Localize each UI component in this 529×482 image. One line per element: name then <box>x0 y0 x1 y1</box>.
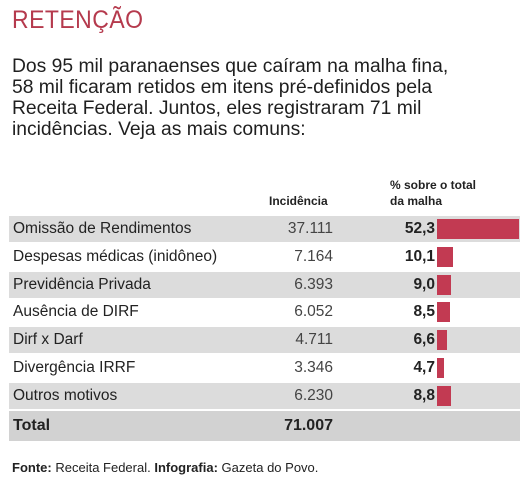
intro-text: Dos 95 mil paranaenses que caíram na mal… <box>12 56 524 140</box>
bar-cell <box>437 219 519 239</box>
category-label: Outros motivos <box>13 386 118 404</box>
total-row: Total 71.007 <box>9 410 520 441</box>
incidence-value: 6.393 <box>294 275 333 293</box>
source-note: Fonte: Receita Federal. Infografia: Gaze… <box>12 460 318 475</box>
intro-line: Dos 95 mil paranaenses que caíram na mal… <box>12 56 449 77</box>
column-header-percent: % sobre o total da malha <box>390 177 520 209</box>
table-row: Outros motivos 6.230 8,8 <box>9 382 520 409</box>
percent-label: 10,1 <box>404 247 435 265</box>
table-row: Dirf x Darf 4.711 6,6 <box>9 327 520 354</box>
percent-label: 4,7 <box>413 358 435 376</box>
incidence-value: 6.052 <box>294 303 333 321</box>
column-header-percent-line: da malha <box>390 194 443 208</box>
table-row: Divergência IRRF 3.346 4,7 <box>9 355 520 381</box>
bar-cell <box>437 274 519 295</box>
category-label: Previdência Privada <box>13 275 151 293</box>
bar-cell <box>437 357 519 378</box>
column-header-percent-line: % sobre o total <box>390 178 477 192</box>
percent-label: 8,5 <box>413 303 435 321</box>
total-value: 71.007 <box>284 416 333 434</box>
table-row: Omissão de Rendimentos 37.111 52,3 <box>9 216 520 242</box>
source-label: Fonte: <box>12 460 52 475</box>
incidence-value: 7.164 <box>294 247 333 265</box>
percent-bar <box>437 302 451 323</box>
category-label: Dirf x Darf <box>13 331 83 349</box>
category-label: Divergência IRRF <box>13 358 136 376</box>
table-row: Previdência Privada 6.393 9,0 <box>9 271 520 298</box>
infografia-text: Gazeta do Povo. <box>221 460 319 475</box>
percent-bar <box>437 330 448 351</box>
bar-cell <box>437 330 519 351</box>
percent-label: 52,3 <box>404 220 435 237</box>
infografia-label: Infografia: <box>154 460 218 475</box>
intro-line: incidências. Veja as mais comuns: <box>12 119 306 140</box>
data-table: Omissão de Rendimentos 37.111 52,3 Despesas… <box>9 216 520 441</box>
bar-cell <box>437 302 519 323</box>
incidence-value: 6.230 <box>294 386 333 404</box>
category-label: Omissão de Rendimentos <box>13 220 192 237</box>
total-label: Total <box>13 416 51 434</box>
bar-cell <box>437 385 519 406</box>
incidence-value: 37.111 <box>287 220 333 237</box>
percent-label: 8,8 <box>413 386 435 404</box>
percent-bar <box>437 357 445 378</box>
bar-cell <box>437 246 519 267</box>
percent-bar <box>437 385 451 406</box>
source-text: Receita Federal. <box>55 460 151 475</box>
category-label: Ausência de DIRF <box>13 303 139 321</box>
intro-line: Receita Federal. Juntos, eles registrara… <box>12 98 422 119</box>
percent-label: 9,0 <box>413 275 435 293</box>
percent-bar <box>437 219 519 239</box>
table-row: Despesas médicas (inidôneo) 7.164 10,1 <box>9 244 520 270</box>
column-header-incidencia: Incidência <box>269 194 328 208</box>
chart-title: RETENÇÃO <box>12 6 144 34</box>
percent-bar <box>437 274 452 295</box>
incidence-value: 3.346 <box>294 358 333 376</box>
category-label: Despesas médicas (inidôneo) <box>13 247 218 265</box>
incidence-value: 4.711 <box>295 331 333 349</box>
table-row: Ausência de DIRF 6.052 8,5 <box>9 299 520 325</box>
intro-line: 58 mil ficaram retidos em itens pré-defi… <box>12 77 433 98</box>
percent-bar <box>437 246 453 267</box>
percent-label: 6,6 <box>413 331 435 349</box>
